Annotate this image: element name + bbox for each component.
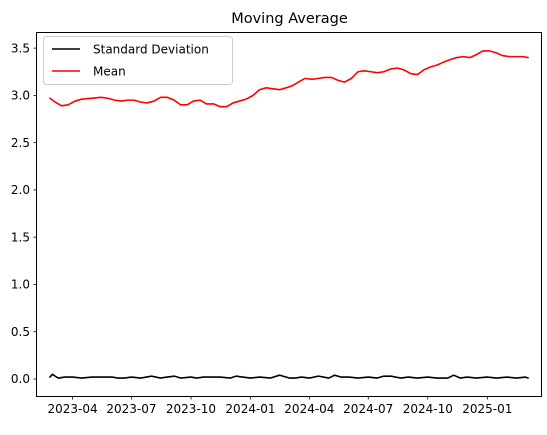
y-axis: 0.0 0.5 1.0 1.5 2.0 2.5 3.0 3.5 [11,41,37,386]
legend-label-mean: Mean [93,65,126,79]
y-tick-label: 1.0 [11,278,30,292]
x-tick-label: 2024-01 [225,402,275,416]
series-line-mean [49,50,529,108]
plot-content [49,50,529,379]
series-line-standard-deviation [49,373,529,379]
y-tick-label: 2.0 [11,183,30,197]
x-tick-label: 2023-04 [48,402,98,416]
chart-title: Moving Average [231,11,348,27]
y-tick-label: 2.5 [11,136,30,150]
y-tick-label: 3.0 [11,89,30,103]
x-tick-label: 2024-10 [403,402,453,416]
x-tick-label: 2023-07 [106,402,156,416]
x-tick-label: 2024-04 [284,402,334,416]
x-tick-label: 2023-10 [166,402,216,416]
y-tick-label: 3.5 [11,41,30,55]
legend-box [43,36,233,85]
y-tick-label: 1.5 [11,230,30,244]
axes-frame [36,32,542,397]
y-tick-label: 0.5 [11,325,30,339]
y-tick-label: 0.0 [11,372,30,386]
x-tick-label: 2025-01 [462,402,512,416]
legend-label-standard-deviation: Standard Deviation [93,43,209,57]
legend: Standard Deviation Mean [43,36,233,85]
x-axis: 2023-04 2023-07 2023-10 2024-01 2024-04 2024-… [48,396,512,416]
x-tick-label: 2024-07 [343,402,393,416]
